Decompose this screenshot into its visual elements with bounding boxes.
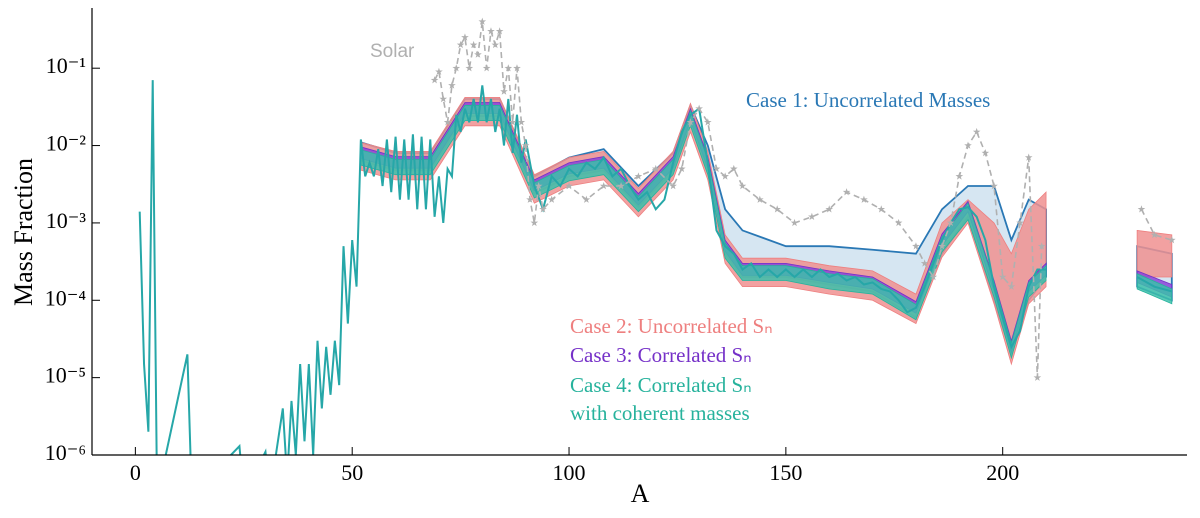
band — [1136, 229, 1173, 278]
solar-point — [456, 40, 465, 49]
solar-point — [435, 67, 443, 75]
solar-point — [955, 172, 964, 180]
solar-point — [912, 242, 920, 250]
solar-point — [981, 149, 990, 157]
solar-point — [443, 118, 452, 126]
solar-point — [1150, 230, 1159, 239]
solar-point — [730, 164, 738, 173]
band — [360, 105, 1047, 360]
solar-point — [430, 76, 439, 84]
solar-point — [1007, 282, 1016, 290]
solar-point — [695, 104, 703, 112]
solar-point — [860, 195, 868, 203]
series-label: Case 2: Uncorrelated Sₙ — [570, 314, 773, 338]
y-tick-label: 10⁻³ — [46, 208, 87, 233]
solar-point — [998, 272, 1007, 281]
line — [1136, 276, 1173, 293]
plot-area — [138, 17, 1176, 455]
series-label: Case 3: Correlated Sₙ — [570, 343, 752, 367]
solar-point — [1016, 218, 1024, 227]
solar-label: Solar — [370, 41, 415, 62]
solar-point — [482, 64, 491, 72]
solar-point — [938, 242, 946, 250]
solar-point — [894, 218, 903, 227]
solar-point — [1024, 153, 1033, 161]
y-tick-label: 10⁻² — [46, 131, 87, 156]
solar-point — [946, 218, 955, 227]
solar-point — [491, 40, 500, 49]
solar-point — [495, 27, 504, 35]
solar-point — [773, 205, 781, 213]
series-label: Case 1: Uncorrelated Masses — [746, 88, 990, 112]
series-label: Case 4: Correlated Sₙ with coherent masse… — [570, 373, 752, 425]
solar-point — [521, 141, 530, 149]
solar-point — [526, 195, 534, 203]
solar-point — [790, 218, 799, 227]
x-tick-label: 50 — [341, 460, 363, 485]
solar-point — [461, 33, 469, 41]
x-tick-label: 0 — [130, 460, 141, 485]
solar-line — [1140, 208, 1173, 241]
x-tick-label: 150 — [769, 460, 802, 485]
solar-point — [517, 118, 526, 126]
solar-point — [721, 172, 729, 180]
solar-point — [703, 118, 712, 126]
solar-point — [599, 182, 608, 190]
solar-point — [504, 64, 513, 72]
solar-point — [972, 127, 981, 136]
solar-point — [513, 64, 521, 72]
solar-point — [1168, 236, 1176, 244]
solar-point — [686, 118, 695, 126]
solar-point — [448, 81, 456, 89]
solar-point — [712, 164, 721, 173]
solar-point — [565, 182, 573, 190]
line — [138, 80, 1047, 455]
x-axis-label: A — [631, 479, 650, 508]
solar-point — [1037, 242, 1046, 250]
band — [360, 96, 1047, 366]
solar-point — [530, 218, 539, 227]
solar-point — [439, 94, 448, 103]
solar-point — [539, 205, 547, 213]
y-axis-label: Mass Fraction — [9, 158, 38, 306]
y-tick-label: 10⁻⁵ — [45, 363, 86, 388]
solar-point — [877, 205, 886, 213]
y-tick-label: 10⁻¹ — [46, 53, 86, 78]
solar-point — [634, 172, 643, 180]
solar-point — [452, 64, 461, 72]
solar-point — [756, 195, 764, 203]
solar-point — [738, 182, 747, 190]
solar-point — [478, 17, 487, 25]
solar-point — [1033, 373, 1042, 381]
solar-point — [617, 182, 625, 190]
x-tick-label: 200 — [986, 460, 1019, 485]
solar-point — [651, 164, 660, 173]
solar-point — [677, 164, 686, 173]
solar-point — [929, 272, 938, 281]
solar-point — [990, 182, 998, 190]
solar-point — [808, 212, 816, 221]
solar-point — [508, 118, 517, 126]
x-tick-label: 100 — [553, 460, 586, 485]
solar-point — [825, 205, 834, 213]
solar-point — [582, 195, 591, 203]
solar-point — [669, 182, 677, 190]
solar-point — [469, 40, 478, 49]
solar-point — [487, 27, 495, 35]
solar-point — [920, 259, 929, 267]
solar-point — [842, 188, 851, 196]
solar-point — [534, 182, 543, 190]
solar-point — [964, 141, 972, 149]
solar-point — [465, 64, 474, 72]
y-tick-label: 10⁻⁴ — [45, 285, 87, 310]
y-tick-label: 10⁻⁶ — [45, 440, 86, 465]
solar-point — [474, 50, 482, 58]
solar-point — [1137, 205, 1146, 213]
solar-point — [500, 87, 508, 95]
solar-point — [547, 195, 556, 203]
